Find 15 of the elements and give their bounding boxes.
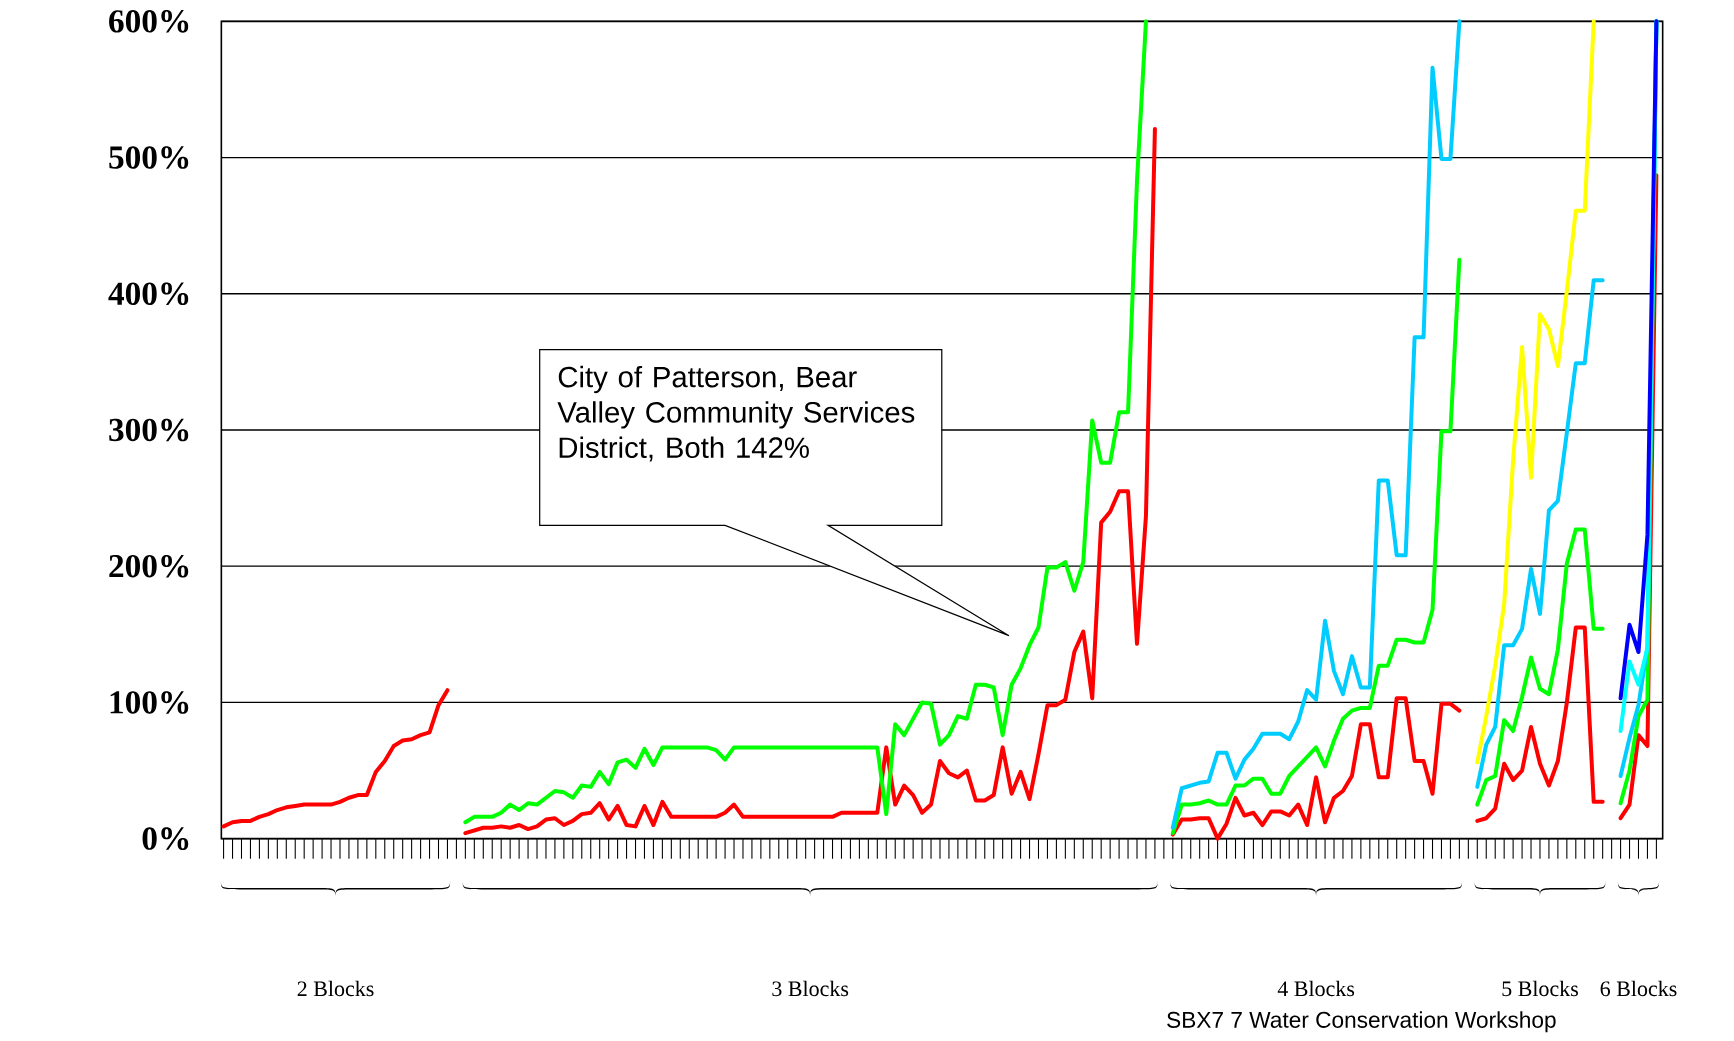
y-tick-label: 300%	[109, 418, 189, 442]
text: SBX7 7 Water Conservation Workshop	[1167, 1011, 1556, 1033]
y-tick-label: 0%	[142, 827, 189, 850]
text: 4 Blocks	[1277, 980, 1355, 997]
y-tick-label: 500%	[109, 146, 189, 169]
y-tick-label: 100%	[110, 691, 189, 714]
text: 5 Blocks	[1502, 980, 1578, 997]
annotation: City of Patterson, Bear Valley Community Services District, Both 142%	[557, 365, 915, 462]
line-series	[1475, 19, 1596, 765]
text: 6 Blocks	[1600, 980, 1677, 997]
text: 2 Blocks	[297, 980, 374, 997]
text: 3 Blocks	[772, 980, 849, 997]
y-tick-label: 400%	[108, 282, 189, 306]
y-tick-label: 200%	[109, 554, 189, 578]
y-tick-label: 600%	[109, 10, 189, 33]
